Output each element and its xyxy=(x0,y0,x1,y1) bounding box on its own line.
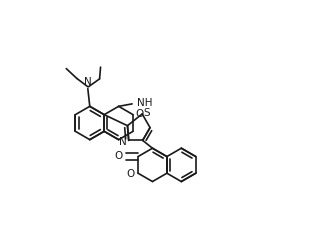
Text: O: O xyxy=(135,109,143,119)
Text: NH: NH xyxy=(137,98,152,108)
Text: O: O xyxy=(127,169,135,179)
Text: S: S xyxy=(144,108,150,118)
Text: N: N xyxy=(118,137,126,147)
Text: O: O xyxy=(114,151,122,161)
Text: N: N xyxy=(84,77,92,87)
